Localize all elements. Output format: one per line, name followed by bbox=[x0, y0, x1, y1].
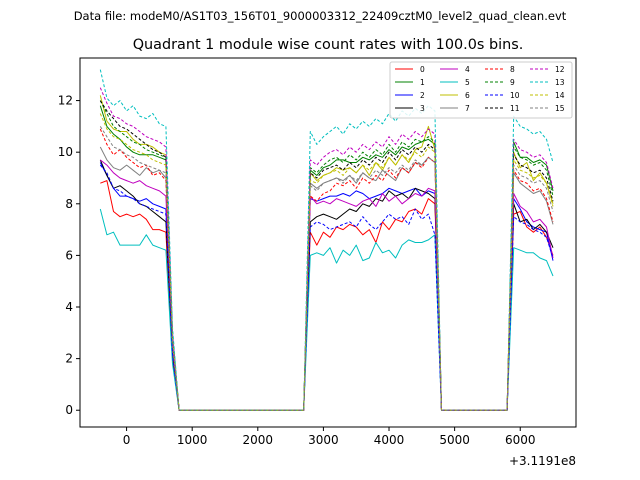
legend-label-3: 3 bbox=[420, 104, 425, 113]
x-tick-label: 2000 bbox=[243, 433, 274, 447]
y-tick-label: 8 bbox=[65, 197, 73, 211]
x-tick-label: 0 bbox=[123, 433, 131, 447]
legend-label-4: 4 bbox=[465, 65, 470, 74]
y-tick-label: 10 bbox=[58, 145, 73, 159]
x-tick-label: 4000 bbox=[374, 433, 405, 447]
legend-label-6: 6 bbox=[465, 91, 470, 100]
legend-box bbox=[389, 61, 573, 119]
x-tick-label: 5000 bbox=[439, 433, 470, 447]
y-tick-label: 0 bbox=[65, 403, 73, 417]
legend-label-2: 2 bbox=[420, 91, 425, 100]
series-line-8 bbox=[99, 128, 554, 411]
legend-label-13: 13 bbox=[555, 78, 565, 87]
legend-label-14: 14 bbox=[555, 91, 565, 100]
y-tick-label: 12 bbox=[58, 94, 73, 108]
series-line-14 bbox=[99, 113, 554, 411]
x-offset-label: +3.1191e8 bbox=[509, 454, 576, 468]
y-tick-label: 2 bbox=[65, 352, 73, 366]
series-line-13 bbox=[99, 69, 554, 411]
legend-label-10: 10 bbox=[510, 91, 520, 100]
legend-label-11: 11 bbox=[510, 104, 520, 113]
x-tick-label: 1000 bbox=[177, 433, 208, 447]
series-line-15 bbox=[99, 126, 554, 411]
legend-label-15: 15 bbox=[555, 104, 565, 113]
suptitle: Data file: modeM0/AS1T03_156T01_90000033… bbox=[74, 9, 567, 23]
legend-label-12: 12 bbox=[555, 65, 565, 74]
y-tick-label: 6 bbox=[65, 248, 73, 262]
legend-label-1: 1 bbox=[420, 78, 425, 87]
legend-label-5: 5 bbox=[465, 78, 470, 87]
x-tick-label: 3000 bbox=[308, 433, 339, 447]
x-tick-label: 6000 bbox=[505, 433, 536, 447]
axes-frame bbox=[79, 57, 577, 428]
chart-title: Quadrant 1 module wise count rates with … bbox=[133, 37, 524, 53]
legend-label-0: 0 bbox=[420, 65, 425, 74]
legend-label-8: 8 bbox=[510, 65, 515, 74]
series-line-12 bbox=[99, 87, 554, 411]
legend-label-7: 7 bbox=[465, 104, 470, 113]
y-tick-label: 4 bbox=[65, 300, 73, 314]
legend-label-9: 9 bbox=[510, 78, 515, 87]
